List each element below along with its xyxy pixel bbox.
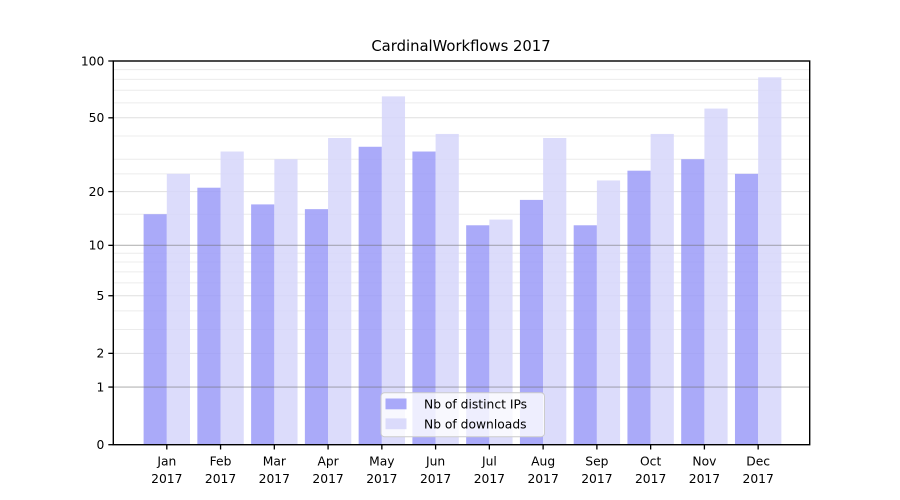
x-tick-label-year: 2017 bbox=[527, 472, 558, 486]
bars-layer bbox=[143, 77, 782, 445]
x-tick-label-year: 2017 bbox=[743, 472, 774, 486]
x-tick-label-year: 2017 bbox=[689, 472, 720, 486]
legend: Nb of distinct IPs Nb of downloads bbox=[380, 392, 545, 438]
x-tick-label-month: Jan bbox=[156, 455, 176, 469]
x-tick-label-year: 2017 bbox=[420, 472, 451, 486]
bar-feb-downloads bbox=[220, 151, 244, 445]
x-tick-label-year: 2017 bbox=[312, 472, 343, 486]
legend-swatch-distinct-ips bbox=[385, 398, 407, 410]
bar-jun-distinct-ips bbox=[412, 151, 436, 445]
x-tick-label-month: Apr bbox=[317, 455, 339, 469]
bar-aug-distinct-ips bbox=[519, 199, 544, 445]
legend-box bbox=[380, 392, 545, 438]
bar-apr-distinct-ips bbox=[304, 209, 329, 445]
emphasis-gridlines-layer bbox=[113, 244, 810, 388]
legend-swatch-downloads bbox=[385, 418, 407, 430]
x-tick-label-month: Feb bbox=[210, 455, 232, 469]
y-tick-label: 0 bbox=[96, 438, 104, 452]
bar-may-distinct-ips bbox=[358, 146, 382, 445]
bar-sep-downloads bbox=[596, 180, 621, 445]
bar-apr-downloads bbox=[328, 138, 352, 445]
plot-frame bbox=[112, 60, 811, 446]
bar-mar-downloads bbox=[274, 159, 298, 445]
x-tick-label-year: 2017 bbox=[259, 472, 290, 486]
y-tick-label: 5 bbox=[96, 289, 104, 303]
x-tick-label-month: Sep bbox=[585, 455, 608, 469]
bar-sep-distinct-ips bbox=[573, 225, 597, 445]
y-tick-label: 1 bbox=[96, 380, 104, 394]
x-tick-label-month: Dec bbox=[746, 455, 770, 469]
bar-dec-distinct-ips bbox=[734, 173, 759, 445]
x-tick-label-month: Aug bbox=[531, 455, 555, 469]
bar-aug-downloads bbox=[543, 138, 567, 445]
bar-feb-distinct-ips bbox=[197, 187, 221, 445]
y-tick-label: 100 bbox=[81, 54, 104, 68]
x-tick-label-month: Mar bbox=[263, 455, 287, 469]
y-tick-label: 10 bbox=[89, 239, 105, 253]
x-tick-label-year: 2017 bbox=[581, 472, 612, 486]
x-tick-label-year: 2017 bbox=[151, 472, 182, 486]
legend-label-downloads: Nb of downloads bbox=[424, 417, 527, 431]
bar-jan-downloads bbox=[166, 173, 190, 445]
y-tick-label: 50 bbox=[89, 111, 105, 125]
bar-jan-distinct-ips bbox=[143, 214, 167, 445]
x-tick-label-month: Jul bbox=[481, 455, 497, 469]
bar-oct-distinct-ips bbox=[627, 170, 651, 445]
x-tick-label-year: 2017 bbox=[635, 472, 666, 486]
axes-layer: 0 1 2 5 10 20 50 100 Jan 2017 Feb 2017 Mar 2017 Apr 201… bbox=[81, 54, 774, 486]
bar-jun-downloads bbox=[435, 133, 459, 445]
bar-jul-downloads bbox=[489, 219, 513, 445]
x-tick-label-month: Oct bbox=[640, 455, 661, 469]
bar-nov-distinct-ips bbox=[681, 159, 705, 445]
bar-may-downloads bbox=[381, 96, 406, 445]
x-tick-label-month: Nov bbox=[692, 455, 716, 469]
chart-title: CardinalWorkflows 2017 bbox=[371, 38, 550, 55]
bar-oct-downloads bbox=[650, 133, 674, 445]
x-tick-label-year: 2017 bbox=[205, 472, 236, 486]
legend-label-distinct-ips: Nb of distinct IPs bbox=[424, 397, 527, 411]
bar-dec-downloads bbox=[758, 77, 782, 445]
x-tick-label-month: Jun bbox=[425, 455, 445, 469]
x-tick-label-year: 2017 bbox=[366, 472, 397, 486]
bar-mar-distinct-ips bbox=[251, 204, 275, 445]
bar-nov-downloads bbox=[704, 108, 728, 445]
y-tick-label: 20 bbox=[89, 185, 105, 199]
bar-jul-distinct-ips bbox=[466, 225, 490, 445]
x-tick-label-month: May bbox=[369, 455, 394, 469]
y-tick-label: 2 bbox=[96, 347, 104, 361]
x-tick-label-year: 2017 bbox=[474, 472, 505, 486]
